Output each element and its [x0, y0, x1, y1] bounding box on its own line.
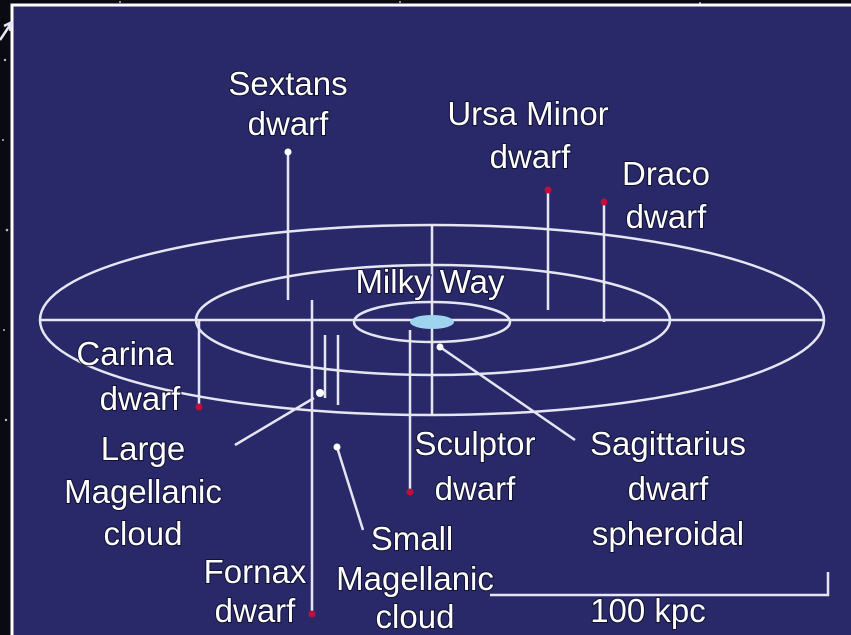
node-label: Large: [101, 430, 185, 467]
node-label: dwarf: [215, 592, 297, 629]
node-label: cloud: [376, 598, 455, 635]
node-label: Sextans: [228, 65, 347, 102]
node-label: spheroidal: [592, 515, 744, 552]
node-label: Milky Way: [355, 263, 505, 300]
node-label: dwarf: [100, 380, 182, 417]
node-label: Magellanic: [336, 560, 494, 597]
node-label: Sagittarius: [590, 425, 746, 462]
node-label: dwarf: [628, 470, 710, 507]
node-label: Small: [371, 520, 454, 557]
node-label: dwarf: [626, 198, 708, 235]
milky-way-core: [410, 315, 454, 329]
node-label: Magellanic: [64, 473, 222, 510]
node-label: dwarf: [435, 470, 517, 507]
node-label: dwarf: [490, 138, 572, 175]
node-label: Ursa Minor: [447, 95, 608, 132]
scale-label: 100 kpc: [590, 592, 706, 629]
node-label: Carina: [76, 335, 174, 372]
node-label: Fornax: [204, 553, 307, 590]
diagram: Sextans dwarf Ursa Minor dwarf Draco dwa…: [0, 0, 851, 635]
node-label: Draco: [622, 155, 710, 192]
node-label: dwarf: [248, 105, 330, 142]
node-label: cloud: [104, 515, 183, 552]
node-label: Sculptor: [414, 425, 535, 462]
